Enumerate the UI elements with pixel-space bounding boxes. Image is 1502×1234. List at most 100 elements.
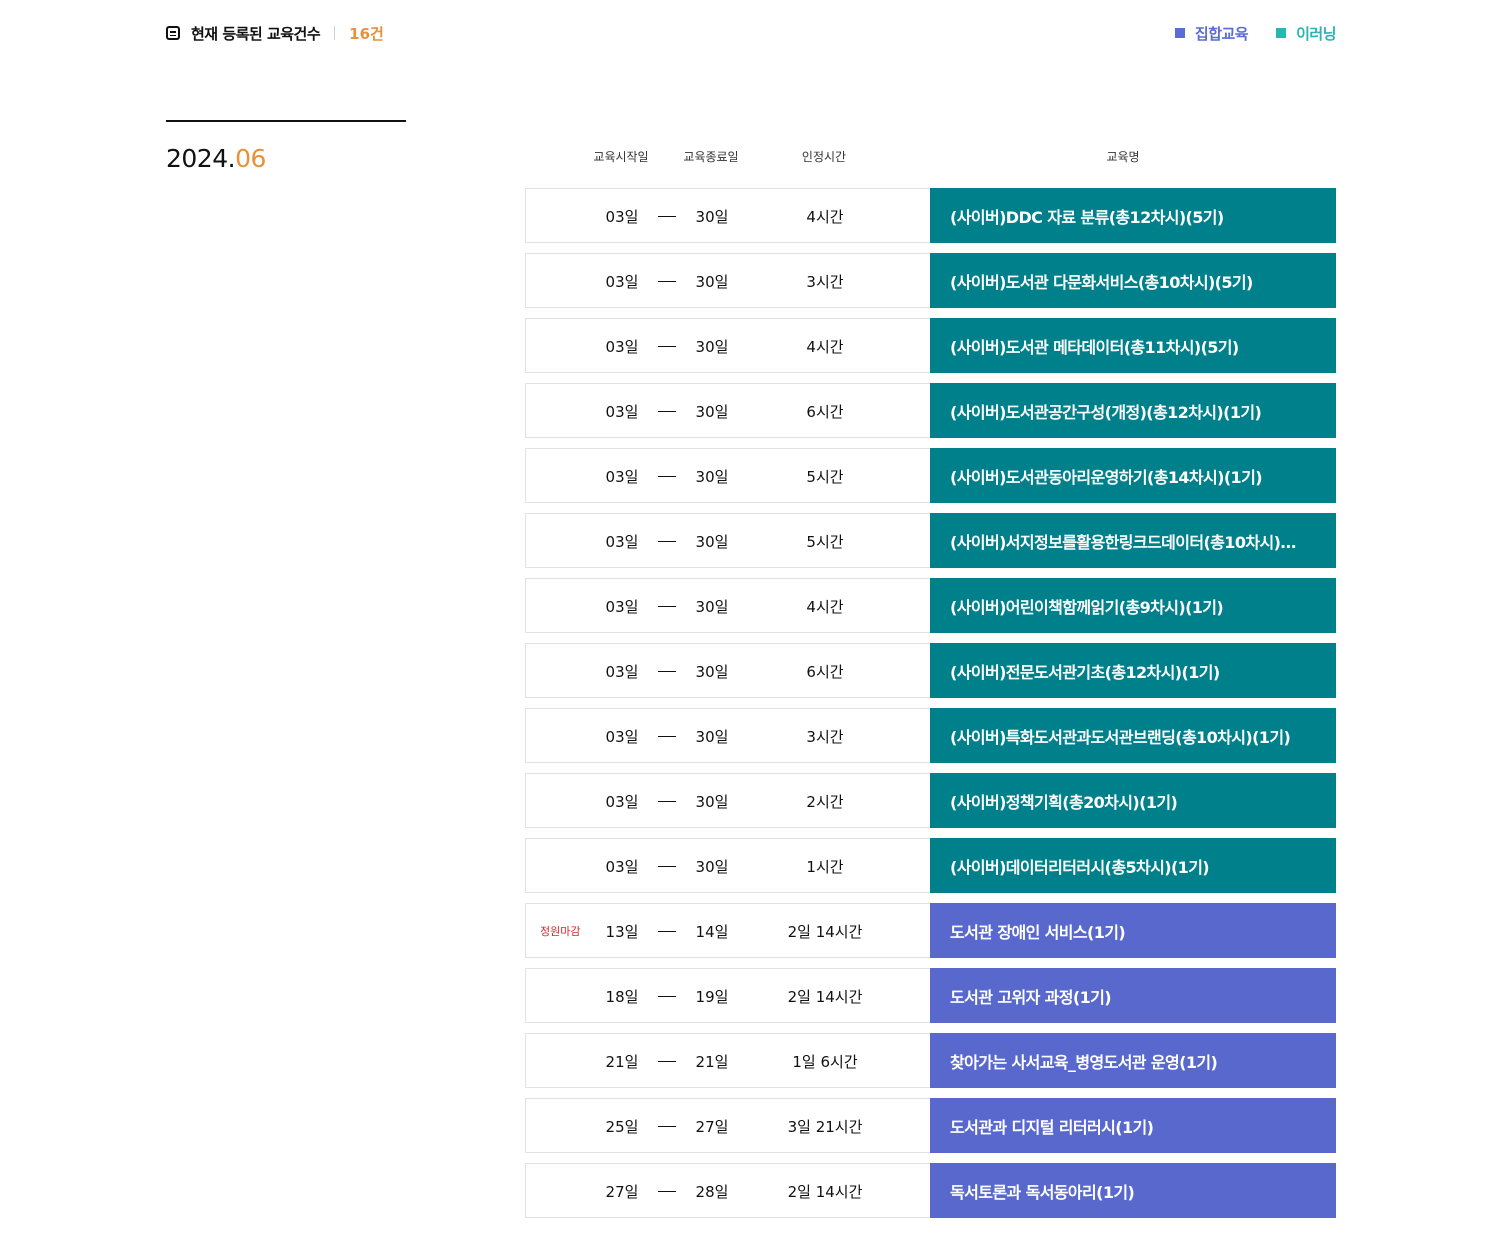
course-row[interactable]: 03일 30일 4시간 (사이버)도서관 메타데이터(총11차시)(5기) <box>525 318 1336 373</box>
course-title: (사이버)어린이책함께읽기(총9차시)(1기) <box>950 597 1224 617</box>
date-range-dash <box>658 736 676 737</box>
column-headers: 교육시작일 교육종료일 인정시간 교육명 <box>0 148 1502 164</box>
legend-item-offline: 집합교육 <box>1174 23 1249 44</box>
start-date: 03일 <box>605 273 639 291</box>
start-date: 21일 <box>605 1053 639 1071</box>
date-range-dash <box>658 931 676 932</box>
divider <box>334 26 336 40</box>
course-title-link[interactable]: (사이버)서지정보를활용한링크드데이터(총10차시)… <box>930 513 1336 568</box>
course-count-value: 16건 <box>349 24 384 43</box>
course-title: (사이버)특화도서관과도서관브랜딩(총10차시)(1기) <box>950 727 1291 747</box>
credit-hours: 2일 14시간 <box>787 923 863 941</box>
end-date: 30일 <box>695 858 729 876</box>
credit-hours: 5시간 <box>806 468 844 486</box>
course-row[interactable]: 03일 30일 5시간 (사이버)도서관동아리운영하기(총14차시)(1기) <box>525 448 1336 503</box>
course-row[interactable]: 03일 30일 2시간 (사이버)정책기획(총20차시)(1기) <box>525 773 1336 828</box>
month-year: 2024. <box>166 144 236 173</box>
course-row[interactable]: 03일 30일 5시간 (사이버)서지정보를활용한링크드데이터(총10차시)… <box>525 513 1336 568</box>
column-header-title: 교육명 <box>1106 150 1140 164</box>
course-row[interactable]: 03일 30일 6시간 (사이버)도서관공간구성(개정)(총12차시)(1기) <box>525 383 1336 438</box>
course-row[interactable]: 21일 21일 1일 6시간 찾아가는 사서교육_병영도서관 운영(1기) <box>525 1033 1336 1088</box>
credit-hours: 4시간 <box>806 208 844 226</box>
end-date: 30일 <box>695 273 729 291</box>
square-icon <box>1276 28 1287 38</box>
end-date: 27일 <box>695 1118 729 1136</box>
end-date: 30일 <box>695 598 729 616</box>
course-title: 도서관과 디지털 리터러시(1기) <box>950 1117 1154 1137</box>
start-date: 18일 <box>605 988 639 1006</box>
column-header-end: 교육종료일 <box>683 150 739 164</box>
end-date: 21일 <box>695 1053 729 1071</box>
course-row[interactable]: 03일 30일 6시간 (사이버)전문도서관기초(총12차시)(1기) <box>525 643 1336 698</box>
credit-hours: 2일 14시간 <box>787 988 863 1006</box>
course-title: 찾아가는 사서교육_병영도서관 운영(1기) <box>950 1052 1218 1072</box>
column-header-hours: 인정시간 <box>801 150 847 164</box>
date-range-dash <box>658 281 676 282</box>
course-title-link[interactable]: (사이버)데이터리터러시(총5차시)(1기) <box>930 838 1336 893</box>
course-title-link[interactable]: (사이버)전문도서관기초(총12차시)(1기) <box>930 643 1336 698</box>
start-date: 25일 <box>605 1118 639 1136</box>
course-title-link[interactable]: (사이버)도서관공간구성(개정)(총12차시)(1기) <box>930 383 1336 438</box>
course-title: (사이버)서지정보를활용한링크드데이터(총10차시)… <box>950 532 1296 552</box>
course-title-link[interactable]: (사이버)어린이책함께읽기(총9차시)(1기) <box>930 578 1336 633</box>
course-title-link[interactable]: 도서관 장애인 서비스(1기) <box>930 903 1336 958</box>
end-date: 30일 <box>695 728 729 746</box>
end-date: 28일 <box>695 1183 729 1201</box>
credit-hours: 5시간 <box>806 533 844 551</box>
credit-hours: 1일 6시간 <box>792 1053 858 1071</box>
credit-hours: 4시간 <box>806 338 844 356</box>
course-title: (사이버)정책기획(총20차시)(1기) <box>950 792 1178 812</box>
course-title: (사이버)도서관동아리운영하기(총14차시)(1기) <box>950 467 1262 487</box>
end-date: 30일 <box>695 468 729 486</box>
end-date: 30일 <box>695 208 729 226</box>
course-row[interactable]: 03일 30일 4시간 (사이버)DDC 자료 분류(총12차시)(5기) <box>525 188 1336 243</box>
month-heading: 2024.06 <box>166 144 266 173</box>
credit-hours: 2일 14시간 <box>787 1183 863 1201</box>
date-range-dash <box>658 1126 676 1127</box>
course-row[interactable]: 03일 30일 3시간 (사이버)특화도서관과도서관브랜딩(총10차시)(1기) <box>525 708 1336 763</box>
end-date: 30일 <box>695 663 729 681</box>
course-row[interactable]: 03일 30일 1시간 (사이버)데이터리터러시(총5차시)(1기) <box>525 838 1336 893</box>
start-date: 03일 <box>605 208 639 226</box>
course-title: (사이버)도서관 메타데이터(총11차시)(5기) <box>950 337 1239 357</box>
end-date: 14일 <box>695 923 729 941</box>
start-date: 03일 <box>605 793 639 811</box>
date-range-dash <box>658 541 676 542</box>
date-range-dash <box>658 671 676 672</box>
course-count: 현재 등록된 교육건수 16건 <box>166 20 384 46</box>
course-title-link[interactable]: (사이버)도서관동아리운영하기(총14차시)(1기) <box>930 448 1336 503</box>
month-number: 06 <box>235 144 266 173</box>
start-date: 03일 <box>605 728 639 746</box>
credit-hours: 3일 21시간 <box>787 1118 863 1136</box>
start-date: 03일 <box>605 468 639 486</box>
course-title: 도서관 장애인 서비스(1기) <box>950 922 1126 942</box>
course-title-link[interactable]: 도서관 고위자 과정(1기) <box>930 968 1336 1023</box>
course-row[interactable]: 18일 19일 2일 14시간 도서관 고위자 과정(1기) <box>525 968 1336 1023</box>
course-title-link[interactable]: (사이버)도서관 메타데이터(총11차시)(5기) <box>930 318 1336 373</box>
square-icon <box>1174 28 1185 38</box>
course-row[interactable]: 03일 30일 4시간 (사이버)어린이책함께읽기(총9차시)(1기) <box>525 578 1336 633</box>
course-row[interactable]: 03일 30일 3시간 (사이버)도서관 다문화서비스(총10차시)(5기) <box>525 253 1336 308</box>
start-date: 13일 <box>605 923 639 941</box>
date-range-dash <box>658 866 676 867</box>
course-title: 도서관 고위자 과정(1기) <box>950 987 1111 1007</box>
start-date: 27일 <box>605 1183 639 1201</box>
course-row[interactable]: 25일 27일 3일 21시간 도서관과 디지털 리터러시(1기) <box>525 1098 1336 1153</box>
legend-item-elearning: 이러닝 <box>1276 23 1336 44</box>
course-list: 03일 30일 4시간 (사이버)DDC 자료 분류(총12차시)(5기) 03일 30일… <box>525 188 1336 1228</box>
course-row[interactable]: 정원마감 13일 14일 2일 14시간 도서관 장애인 서비스(1기) <box>525 903 1336 958</box>
legend-label: 집합교육 <box>1194 24 1249 43</box>
course-title-link[interactable]: (사이버)특화도서관과도서관브랜딩(총10차시)(1기) <box>930 708 1336 763</box>
course-title-link[interactable]: 찾아가는 사서교육_병영도서관 운영(1기) <box>930 1033 1336 1088</box>
course-title-link[interactable]: 독서토론과 독서동아리(1기) <box>930 1163 1336 1218</box>
course-title-link[interactable]: (사이버)DDC 자료 분류(총12차시)(5기) <box>930 188 1336 243</box>
course-row[interactable]: 27일 28일 2일 14시간 독서토론과 독서동아리(1기) <box>525 1163 1336 1218</box>
start-date: 03일 <box>605 403 639 421</box>
course-title-link[interactable]: (사이버)도서관 다문화서비스(총10차시)(5기) <box>930 253 1336 308</box>
date-range-dash <box>658 216 676 217</box>
date-range-dash <box>658 411 676 412</box>
start-date: 03일 <box>605 598 639 616</box>
course-title-link[interactable]: 도서관과 디지털 리터러시(1기) <box>930 1098 1336 1153</box>
course-title-link[interactable]: (사이버)정책기획(총20차시)(1기) <box>930 773 1336 828</box>
legend-label: 이러닝 <box>1296 24 1336 43</box>
